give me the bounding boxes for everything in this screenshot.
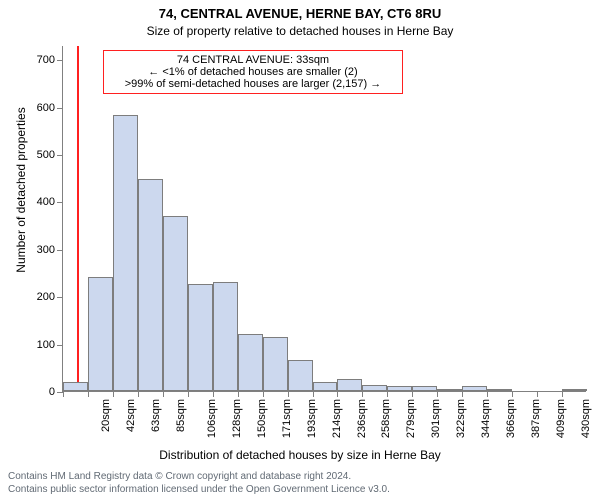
ytick-label: 100: [37, 339, 55, 351]
ytick-label: 300: [37, 244, 55, 256]
footer-line-2: Contains public sector information licen…: [8, 483, 592, 496]
xtick-label: 20sqm: [100, 399, 112, 432]
xtick-mark: [263, 391, 264, 397]
ytick-mark: [57, 297, 63, 298]
callout-box: 74 CENTRAL AVENUE: 33sqm← <1% of detache…: [103, 50, 403, 94]
histogram-bar: [288, 360, 313, 391]
x-axis-label: Distribution of detached houses by size …: [0, 448, 600, 462]
histogram-bar: [387, 386, 412, 391]
histogram-bar: [313, 382, 338, 391]
xtick-mark: [113, 391, 114, 397]
histogram-bar: [487, 389, 512, 391]
chart-title-primary: 74, CENTRAL AVENUE, HERNE BAY, CT6 8RU: [0, 6, 600, 21]
histogram-bar: [88, 277, 113, 391]
histogram-bar: [437, 389, 462, 391]
xtick-mark: [387, 391, 388, 397]
ytick-mark: [57, 108, 63, 109]
ytick-mark: [57, 202, 63, 203]
xtick-label: 42sqm: [125, 399, 137, 432]
ytick-mark: [57, 155, 63, 156]
histogram-bar: [462, 386, 487, 391]
xtick-label: 85sqm: [175, 399, 187, 432]
ytick-label: 600: [37, 102, 55, 114]
ytick-label: 700: [37, 54, 55, 66]
xtick-mark: [337, 391, 338, 397]
xtick-mark: [188, 391, 189, 397]
histogram-bar: [138, 179, 163, 391]
xtick-mark: [238, 391, 239, 397]
histogram-bar: [412, 386, 437, 391]
histogram-bar: [562, 389, 587, 391]
xtick-mark: [437, 391, 438, 397]
xtick-label: 409sqm: [555, 399, 567, 438]
xtick-label: 344sqm: [480, 399, 492, 438]
xtick-mark: [88, 391, 89, 397]
xtick-label: 366sqm: [505, 399, 517, 438]
xtick-label: 106sqm: [206, 399, 218, 438]
xtick-mark: [288, 391, 289, 397]
ytick-label: 0: [49, 386, 55, 398]
xtick-label: 150sqm: [256, 399, 268, 438]
xtick-label: 193sqm: [306, 399, 318, 438]
ytick-mark: [57, 250, 63, 251]
histogram-bar: [213, 282, 238, 391]
xtick-mark: [138, 391, 139, 397]
xtick-mark: [562, 391, 563, 397]
histogram-bar: [238, 334, 263, 391]
ytick-label: 200: [37, 291, 55, 303]
ytick-label: 400: [37, 196, 55, 208]
xtick-label: 322sqm: [455, 399, 467, 438]
reference-line: [77, 46, 79, 391]
xtick-label: 236sqm: [356, 399, 368, 438]
footer-line-1: Contains HM Land Registry data © Crown c…: [8, 470, 592, 483]
y-axis-label: Number of detached properties: [14, 60, 28, 320]
xtick-mark: [213, 391, 214, 397]
histogram-bar: [63, 382, 88, 391]
xtick-mark: [512, 391, 513, 397]
xtick-mark: [487, 391, 488, 397]
callout-line: 74 CENTRAL AVENUE: 33sqm: [107, 54, 399, 66]
chart-title-secondary: Size of property relative to detached ho…: [0, 24, 600, 38]
xtick-label: 128sqm: [231, 399, 243, 438]
xtick-mark: [537, 391, 538, 397]
xtick-label: 301sqm: [431, 399, 443, 438]
callout-line: >99% of semi-detached houses are larger …: [107, 78, 399, 90]
xtick-label: 387sqm: [530, 399, 542, 438]
xtick-label: 214sqm: [331, 399, 343, 438]
histogram-bar: [113, 115, 138, 391]
xtick-mark: [462, 391, 463, 397]
xtick-mark: [313, 391, 314, 397]
chart-container: 74, CENTRAL AVENUE, HERNE BAY, CT6 8RU S…: [0, 0, 600, 500]
ytick-mark: [57, 345, 63, 346]
xtick-label: 430sqm: [580, 399, 592, 438]
histogram-bar: [188, 284, 213, 391]
plot-area: 74 CENTRAL AVENUE: 33sqm← <1% of detache…: [62, 46, 586, 392]
xtick-mark: [362, 391, 363, 397]
histogram-bar: [163, 216, 188, 391]
ytick-mark: [57, 60, 63, 61]
histogram-bar: [263, 337, 288, 392]
xtick-label: 171sqm: [281, 399, 293, 438]
xtick-label: 63sqm: [150, 399, 162, 432]
callout-line: ← <1% of detached houses are smaller (2): [107, 66, 399, 78]
ytick-label: 500: [37, 149, 55, 161]
xtick-mark: [163, 391, 164, 397]
histogram-bar: [337, 379, 362, 391]
histogram-bar: [362, 385, 387, 391]
xtick-mark: [412, 391, 413, 397]
xtick-mark: [63, 391, 64, 397]
xtick-label: 279sqm: [406, 399, 418, 438]
xtick-label: 258sqm: [381, 399, 393, 438]
footer-attribution: Contains HM Land Registry data © Crown c…: [8, 470, 592, 496]
